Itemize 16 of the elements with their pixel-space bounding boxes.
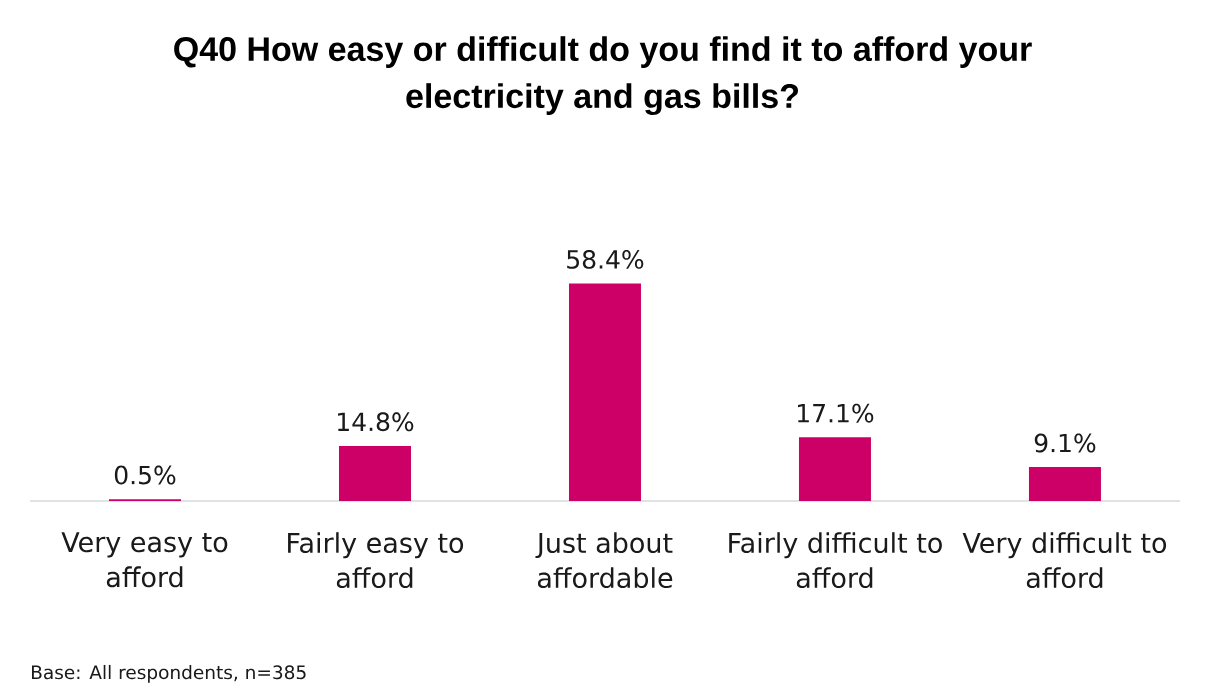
text: Base: All respondents, n=385 (32, 664, 306, 683)
bar (798, 437, 871, 501)
data-label: 58.4% (567, 249, 644, 269)
bar (338, 445, 411, 501)
data-label: 17.1% (798, 403, 874, 423)
bar (568, 283, 641, 501)
data-label: 14.8% (338, 412, 414, 432)
data-label: 9.1% (1034, 433, 1096, 453)
chart-title: Q40 How easy or difficult do you find it to afford your electricity and gas bills? (174, 36, 1032, 116)
x-tick-label: Very easy to afford (61, 532, 228, 588)
x-tick-label: Very difficult to afford (962, 532, 1167, 589)
x-tick-label: Fairly difficult to afford (729, 532, 942, 589)
data-label: 0.5% (114, 465, 176, 485)
x-tick-label: Just about affordable (535, 532, 673, 589)
x-tick-label: Fairly easy to afford (288, 532, 464, 589)
bar (1028, 467, 1101, 501)
